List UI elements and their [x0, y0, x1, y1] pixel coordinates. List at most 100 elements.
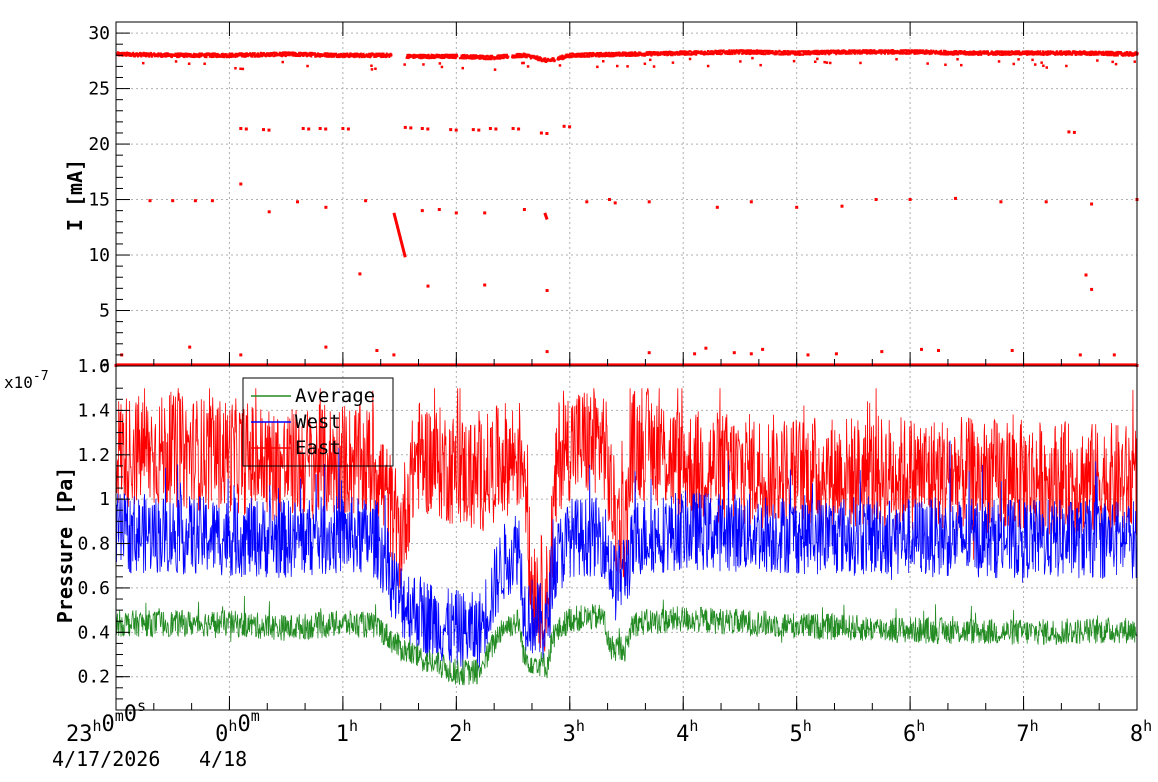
x-tick-label: 8h: [1130, 717, 1152, 747]
current-point: [814, 60, 817, 63]
current-band-28mA: [116, 49, 1139, 63]
current-point: [944, 63, 947, 66]
current-point: [1040, 61, 1043, 64]
x-tick-label-value: 0: [124, 702, 137, 727]
current-point: [239, 67, 242, 70]
date-label-next: 4/18: [199, 747, 247, 771]
current-point: [171, 199, 175, 203]
current-point: [920, 347, 923, 351]
pressure-y-exponent-base: x10: [4, 373, 33, 392]
pressure-y-tick-label: 1.4: [77, 400, 110, 421]
x-tick-label-unit: h: [228, 717, 237, 735]
current-point: [438, 62, 442, 65]
current-point: [1090, 287, 1094, 291]
current-point: [562, 124, 566, 128]
x-tick-label-value: 3: [563, 722, 576, 747]
current-point: [558, 64, 562, 67]
current-point: [494, 127, 498, 131]
current-point: [262, 128, 265, 132]
current-point: [834, 352, 838, 356]
x-tick-label: 2h: [449, 717, 471, 747]
current-scatter-points: [114, 49, 1139, 367]
current-y-tick-label: 15: [88, 190, 110, 211]
current-point: [370, 64, 373, 67]
current-y-tick-label: 20: [88, 134, 110, 155]
current-point: [795, 205, 799, 209]
current-point: [643, 62, 647, 65]
current-point: [358, 272, 362, 276]
current-point: [715, 205, 719, 209]
current-point: [829, 61, 832, 65]
current-decay-segment: [392, 212, 407, 258]
current-point: [1133, 60, 1136, 63]
x-tick-label-unit: h: [689, 717, 698, 735]
current-point: [1031, 58, 1034, 62]
current-point: [392, 353, 396, 357]
x-tick-label-unit: h: [1143, 717, 1152, 735]
current-point: [239, 353, 243, 357]
current-point: [409, 126, 413, 130]
x-tick-label: 3h: [563, 717, 585, 747]
x-tick-label-value: 7: [1016, 722, 1029, 747]
current-point: [997, 60, 1001, 63]
current-y-tick-label: 5: [99, 301, 110, 322]
pressure-y-tick-label: 1: [99, 489, 110, 510]
current-point: [471, 128, 475, 132]
x-tick-label-value: 4: [676, 722, 689, 747]
current-point: [652, 65, 656, 68]
pressure-panel-frame: [115, 365, 1138, 711]
current-point: [521, 61, 524, 65]
x-tick-label: 7h: [1016, 717, 1038, 747]
current-point: [267, 128, 271, 132]
current-panel-frame: [115, 21, 1138, 367]
current-point: [296, 200, 299, 204]
x-tick-label-value: 8: [1130, 722, 1143, 747]
x-tick-label-value: 1: [336, 722, 349, 747]
current-point: [239, 182, 243, 186]
current-point: [1067, 130, 1071, 134]
x-tick-label-unit: h: [916, 717, 925, 735]
x-tick-label-value: 0: [237, 712, 250, 737]
legend-box: [242, 377, 394, 467]
current-point: [375, 349, 379, 352]
legend: Average West East: [242, 377, 394, 467]
current-point: [908, 198, 912, 201]
current-point: [840, 204, 844, 208]
current-point: [244, 127, 248, 131]
x-tick-label-value: 23: [66, 722, 93, 747]
x-tick-label-unit: h: [803, 717, 812, 735]
pressure-x-ticks: [115, 696, 1138, 710]
current-point: [956, 58, 959, 61]
current-y-tick-label: 10: [88, 245, 110, 266]
pressure-y-tick-label: 1.6: [77, 356, 110, 377]
x-tick-label-unit: h: [92, 717, 101, 735]
current-point: [792, 59, 796, 63]
x-tick-label-unit: m: [115, 707, 124, 725]
current-point: [825, 61, 829, 64]
current-point: [187, 62, 191, 65]
current-point: [647, 200, 651, 204]
x-tick-label: 6h: [903, 717, 925, 747]
pressure-y-tick-label: 0.8: [77, 534, 110, 555]
current-y-ticks: 0 5 10 15 20 25 30: [88, 23, 130, 377]
x-tick-label-unit: h: [349, 717, 358, 735]
current-point: [488, 127, 492, 130]
current-point: [454, 211, 458, 215]
current-point: [477, 128, 481, 132]
current-point: [324, 205, 328, 209]
current-point: [545, 350, 549, 354]
current-gridlines: [116, 22, 1137, 366]
current-point: [954, 196, 957, 200]
current-point: [874, 198, 878, 201]
current-point: [426, 127, 430, 131]
current-point: [188, 345, 192, 349]
current-point: [324, 127, 328, 131]
current-point: [596, 65, 599, 69]
current-point: [174, 60, 178, 63]
current-y-tick-label: 30: [88, 23, 110, 44]
current-point: [671, 61, 675, 64]
legend-label-west: West: [295, 411, 341, 433]
current-point: [483, 283, 487, 287]
pressure-y-tick-label: 0.2: [77, 667, 110, 688]
current-point: [522, 61, 525, 65]
